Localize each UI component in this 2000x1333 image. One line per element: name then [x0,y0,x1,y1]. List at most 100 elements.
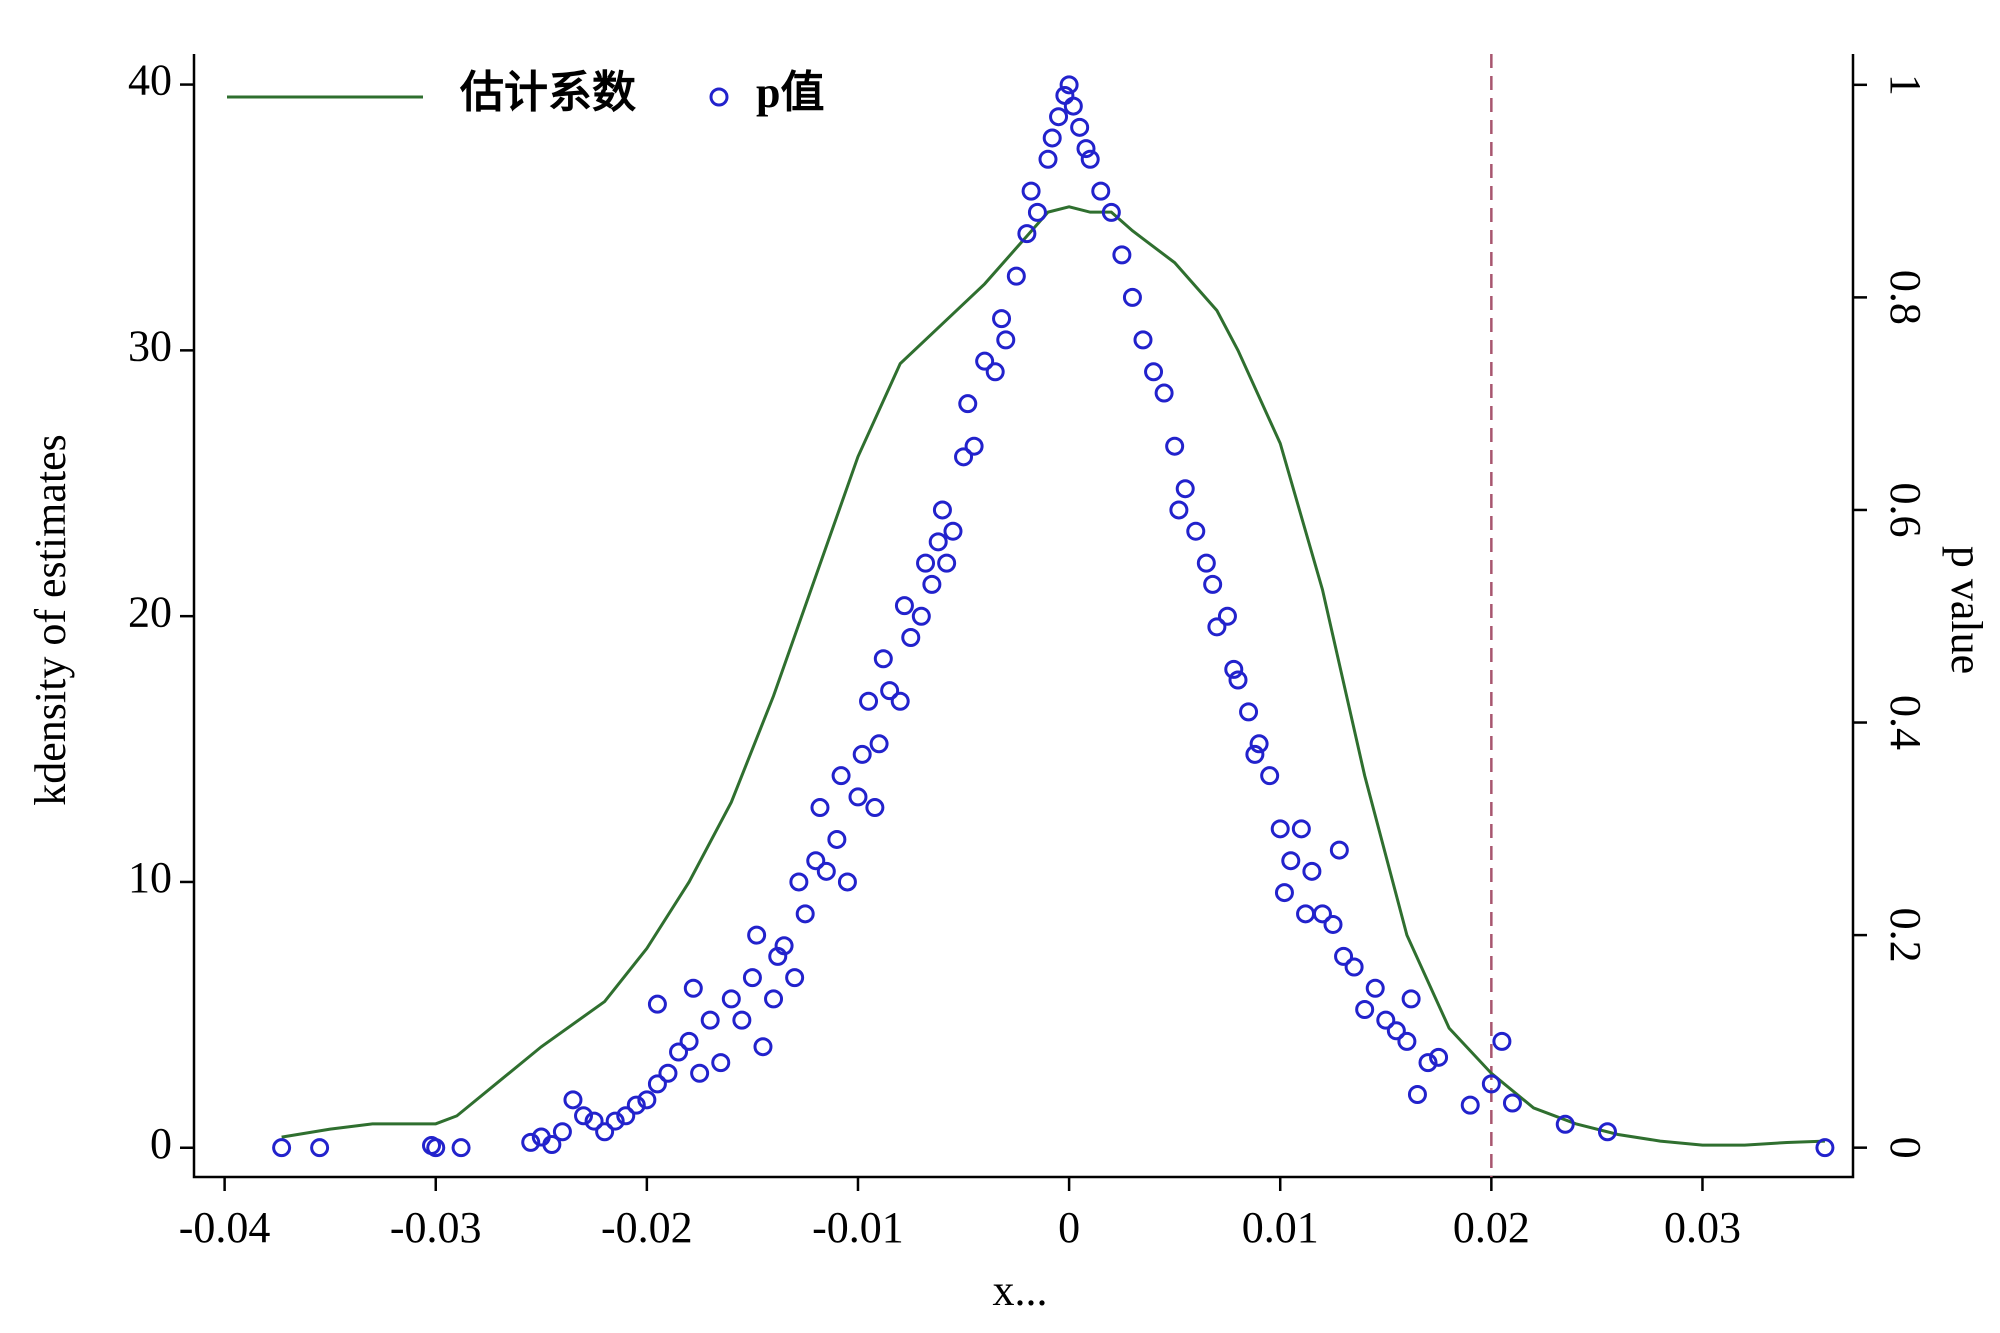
p-value-point [616,1106,636,1126]
p-value-point [732,1010,752,1030]
legend-label: 估计系数 [459,68,636,117]
p-value-point [1355,999,1375,1019]
y-tick-label: 30 [128,321,172,370]
p-value-point [1376,1010,1396,1030]
p-value-point [1312,904,1332,924]
p-value-point [1270,819,1290,839]
p-value-point [932,500,952,520]
y2-tick-label: 0.2 [1881,908,1930,963]
p-value-point [865,798,885,818]
p-value-point [1407,1085,1427,1105]
p-value-point [658,1063,678,1083]
p-value-point [1080,149,1100,169]
x-tick-label: 0.02 [1453,1203,1530,1252]
p-value-point [1245,744,1265,764]
p-value-point [901,628,921,648]
p-value-point [1460,1095,1480,1115]
p-value-point [700,1010,720,1030]
p-value-point [1260,766,1280,786]
p-value-point [1059,75,1079,95]
p-value-point [605,1111,625,1131]
p-value-point [1076,139,1096,159]
density-line [281,205,1825,1147]
p-value-point [584,1111,604,1131]
p-value-point [1144,362,1164,382]
p-value-point [964,436,984,456]
p-value-point [272,1138,292,1158]
p-value-point [742,968,762,988]
p-value-point [647,1074,667,1094]
x-tick-label: 0.03 [1664,1203,1741,1252]
y-tick-label: 40 [128,56,172,105]
p-value-point [1281,851,1301,871]
p-value-point [1021,181,1041,201]
p-value-point [937,553,957,573]
p-value-point [1401,989,1421,1009]
p-value-point [1815,1138,1835,1158]
p-value-point [1122,287,1142,307]
p-value-point [451,1138,471,1158]
p-value-point [1049,107,1069,127]
x-tick-label: -0.01 [812,1203,904,1252]
p-value-point [595,1122,615,1142]
p-value-point [1203,574,1223,594]
p-value-point [916,553,936,573]
p-value-point [911,606,931,626]
p-value-point [852,744,872,764]
p-value-point [626,1095,646,1115]
p-value-point [637,1090,657,1110]
y2-tick-label: 1 [1881,74,1930,96]
p-value-point [806,851,826,871]
p-value-point [880,681,900,701]
p-value-point [922,574,942,594]
y-tick-label: 10 [128,853,172,902]
p-value-point [1239,702,1259,722]
p-value-point [1481,1074,1501,1094]
p-value-point [943,521,963,541]
p-value-point [310,1138,330,1158]
p-value-point [795,904,815,924]
p-value-point [894,596,914,616]
p-value-point [521,1132,541,1152]
p-value-point [1397,1031,1417,1051]
p-value-point [869,734,889,754]
p-value-point [827,829,847,849]
y-tick-label: 0 [150,1119,172,1168]
x-tick-label: -0.03 [390,1203,482,1252]
p-value-point [890,691,910,711]
y-axis-title: kdensity of estimates [26,434,75,806]
x-tick-label: 0.01 [1242,1203,1319,1252]
p-value-point [1291,819,1311,839]
y2-tick-label: 0.8 [1881,270,1930,325]
p-value-point [1042,128,1062,148]
p-value-point [1329,840,1349,860]
p-value-point [1386,1021,1406,1041]
p-value-point [679,1031,699,1051]
axis-frame [192,54,1855,1179]
p-value-point [1323,914,1343,934]
p-value-point [1224,659,1244,679]
p-value-point [831,766,851,786]
p-value-point [1249,734,1269,754]
p-value-point [552,1122,572,1142]
p-value-point [1207,617,1227,637]
p-value-point [859,691,879,711]
p-value-point [426,1138,446,1158]
p-value-point [848,787,868,807]
p-value-point [954,447,974,467]
p-value-point [753,1037,773,1057]
p-value-point [1175,479,1195,499]
x-axis-title: x... [993,1266,1048,1315]
p-value-point [996,330,1016,350]
p-value-point [1429,1047,1449,1067]
p-value-point [1027,202,1047,222]
p-value-point [1365,978,1385,998]
p-value-point [928,532,948,552]
p-value-point [1186,521,1206,541]
p-value-point [985,362,1005,382]
y2-tick-label: 0.4 [1881,695,1930,750]
p-value-point [1154,383,1174,403]
p-value-point [1502,1093,1522,1113]
p-value-point [1344,957,1364,977]
p-value-point [669,1042,689,1062]
